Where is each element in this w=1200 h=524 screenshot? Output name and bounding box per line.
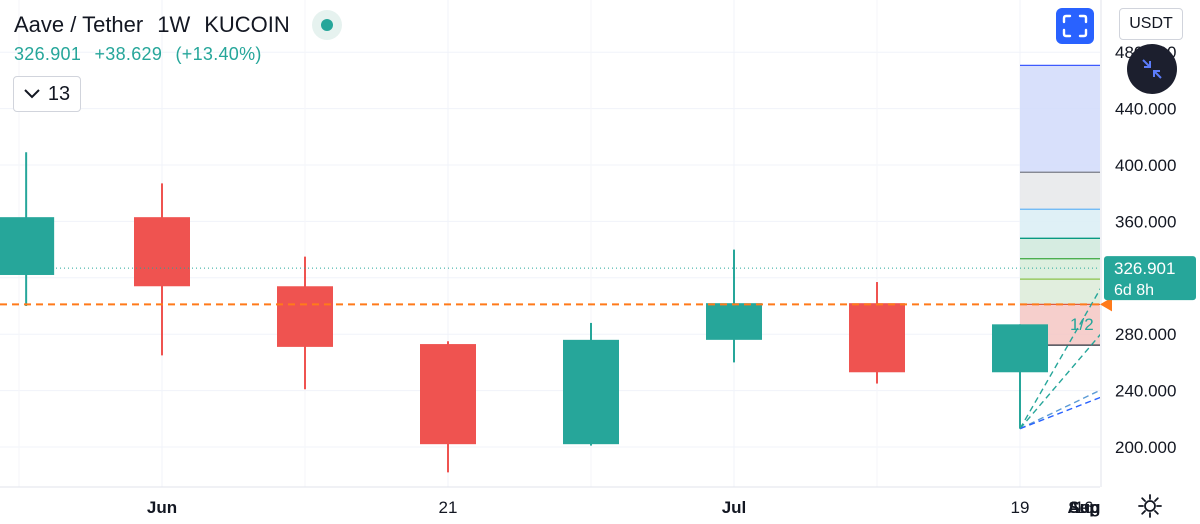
price-tick-label: 240.000 (1115, 382, 1176, 401)
collapse-button[interactable] (1127, 44, 1177, 94)
price-tick-label: 200.000 (1115, 438, 1176, 457)
candle-body (277, 286, 333, 347)
candles (0, 152, 1191, 473)
time-tick-label: Jun (147, 498, 177, 517)
price-change: +38.629 (94, 44, 163, 64)
candle-body (706, 303, 762, 340)
chevron-down-icon (24, 89, 40, 99)
collapse-icon (1142, 59, 1162, 79)
fullscreen-icon (1062, 14, 1088, 38)
indicators-toggle-button[interactable]: 13 (13, 76, 81, 112)
price-tick-label: 400.000 (1115, 156, 1176, 175)
symbol-header[interactable]: Aave / Tether 1W KUCOIN (14, 10, 342, 40)
indicators-count: 13 (47, 82, 71, 105)
currency-button[interactable]: USDT (1119, 8, 1183, 40)
time-tick-label: 19 (1011, 498, 1030, 517)
last-price-marker (1100, 297, 1112, 312)
time-axis-bg (0, 487, 1100, 524)
interval-label[interactable]: 1W (157, 12, 191, 37)
fullscreen-button[interactable] (1056, 8, 1094, 44)
last-price-tag-value: 326.901 (1114, 259, 1175, 278)
time-tick-label: 16 (1075, 498, 1094, 517)
candle-body (563, 339, 619, 445)
price-tick-label: 280.000 (1115, 325, 1176, 344)
candle-body (420, 344, 476, 445)
candle-body (992, 324, 1048, 373)
time-tick-label: Jul (722, 498, 747, 517)
gann-line-1 (1019, 216, 1200, 430)
last-price-tag (1104, 256, 1196, 301)
candle-body (849, 303, 905, 373)
price-tick-label: 440.000 (1115, 100, 1176, 119)
bar-countdown: 6d 8h (1114, 282, 1154, 299)
live-dot-icon (311, 10, 342, 40)
price-tick-label: 360.000 (1115, 212, 1176, 231)
symbol-name[interactable]: Aave / Tether (14, 12, 144, 37)
price-change-pct: (+13.40%) (175, 44, 262, 64)
gear-icon[interactable] (1136, 492, 1164, 520)
reference-lines (0, 267, 1100, 306)
price-summary: 326.901 +38.629 (+13.40%) (14, 44, 270, 65)
time-tick-label: Aug (1067, 498, 1100, 517)
time-tick-label: 21 (439, 498, 458, 517)
exchange-label: KUCOIN (204, 12, 290, 37)
last-price: 326.901 (14, 44, 82, 64)
candle-body (134, 217, 190, 287)
candle-body (0, 217, 55, 275)
time-tick-label: Sep (1068, 498, 1099, 517)
gann-label: 1/2 (1070, 315, 1094, 334)
